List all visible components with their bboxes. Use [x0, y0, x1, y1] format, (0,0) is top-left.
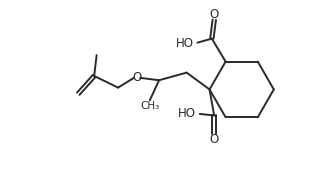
- Text: CH₃: CH₃: [140, 101, 159, 111]
- Text: HO: HO: [175, 37, 193, 50]
- Text: O: O: [132, 71, 142, 84]
- Text: O: O: [210, 8, 219, 21]
- Text: HO: HO: [178, 107, 196, 120]
- Text: O: O: [210, 133, 219, 147]
